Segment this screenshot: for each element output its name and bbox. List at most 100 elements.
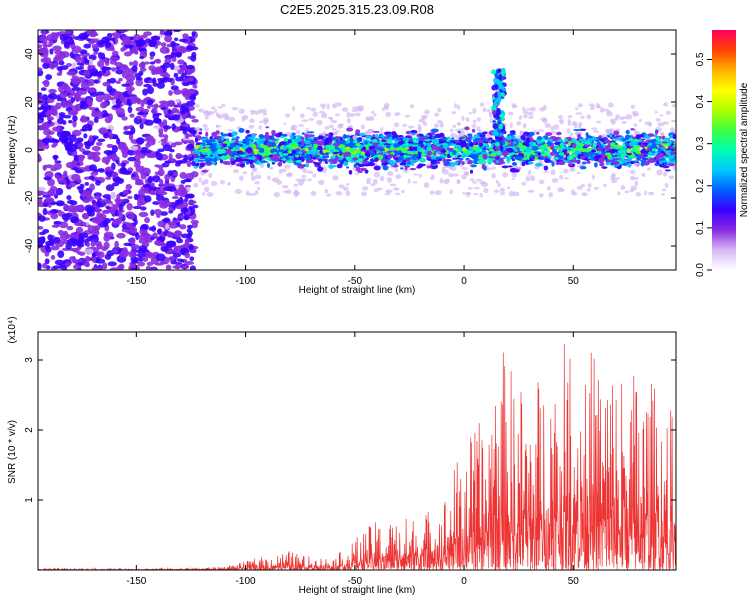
- heatmap-cell: [42, 262, 48, 269]
- y-tick-label: 40: [24, 48, 35, 60]
- heatmap-cell: [464, 149, 471, 155]
- heatmap-cell: [581, 192, 588, 197]
- heatmap-cell: [630, 104, 636, 109]
- heatmap-cell: [166, 30, 173, 37]
- heatmap-cell: [104, 61, 110, 66]
- heatmap-cell: [70, 216, 79, 224]
- heatmap-cell: [127, 195, 133, 200]
- heatmap-cell: [534, 162, 543, 167]
- colorbar-tick-label: 0.3: [695, 136, 706, 150]
- heatmap-cell: [129, 237, 136, 245]
- heatmap-cell: [262, 112, 268, 116]
- heatmap-cell: [345, 166, 350, 169]
- heatmap-cell: [116, 232, 126, 239]
- heatmap-cell: [467, 159, 473, 164]
- heatmap-cell: [150, 191, 157, 196]
- heatmap-cell: [58, 60, 65, 66]
- heatmap-cell: [115, 66, 121, 70]
- snr-y-ticks: 123: [24, 357, 676, 503]
- heatmap-cell: [148, 39, 157, 47]
- heatmap-cell: [63, 170, 68, 177]
- heatmap-cell: [325, 137, 333, 143]
- heatmap-cell: [168, 256, 176, 262]
- y-tick-label: 1: [24, 497, 35, 503]
- heatmap-cell: [576, 164, 582, 168]
- heatmap-cell: [634, 162, 640, 167]
- heatmap-cell: [493, 159, 497, 164]
- heatmap-cell: [58, 229, 64, 236]
- heatmap-cell: [566, 157, 574, 160]
- heatmap-cell: [122, 189, 129, 196]
- heatmap-cell: [558, 114, 563, 120]
- heatmap-cell: [426, 165, 433, 168]
- heatmap-cell: [319, 103, 327, 108]
- heatmap-cell: [204, 115, 209, 120]
- heatmap-cell: [294, 135, 302, 138]
- y-tick-label: -20: [24, 190, 35, 205]
- heatmap-cell: [511, 162, 518, 166]
- heatmap-cell: [254, 174, 262, 180]
- heatmap-cell: [76, 250, 82, 255]
- heatmap-cell: [567, 156, 571, 159]
- heatmap-cell: [300, 177, 306, 182]
- heatmap-cell: [311, 150, 319, 154]
- heatmap-cell: [507, 111, 514, 116]
- heatmap-cell: [324, 126, 330, 130]
- heatmap-cell: [162, 144, 173, 152]
- heatmap-cell: [604, 152, 612, 156]
- heatmap-cell: [434, 133, 442, 139]
- heatmap-cell: [646, 147, 651, 151]
- heatmap-cell: [467, 187, 473, 190]
- heatmap-cell: [194, 103, 200, 108]
- heatmap-cell: [499, 191, 506, 196]
- heatmap-cell: [171, 195, 179, 200]
- heatmap-cell: [557, 138, 564, 143]
- heatmap-cell: [393, 157, 400, 160]
- heatmap-cell: [96, 251, 105, 259]
- heatmap-cell: [89, 58, 94, 66]
- heatmap-cell: [466, 133, 473, 136]
- heatmap-cell: [103, 241, 110, 250]
- heatmap-cell: [264, 135, 270, 140]
- heatmap-cell: [305, 160, 312, 163]
- heatmap-cell: [403, 154, 407, 159]
- heatmap-cell: [166, 43, 172, 48]
- heatmap-cell: [45, 74, 53, 80]
- heatmap-cell: [381, 107, 385, 112]
- heatmap-cell: [511, 177, 515, 180]
- heatmap-cell: [159, 121, 165, 128]
- heatmap-cell: [159, 30, 165, 36]
- heatmap-cell: [152, 117, 162, 124]
- heatmap-cell: [44, 258, 50, 265]
- heatmap-cell: [359, 167, 368, 172]
- heatmap-cell: [135, 77, 143, 81]
- heatmap-cell: [609, 131, 613, 138]
- heatmap-cell: [88, 134, 94, 143]
- heatmap-cell: [95, 258, 106, 264]
- heatmap-cell: [345, 183, 350, 186]
- heatmap-cell: [603, 183, 607, 188]
- heatmap-cell: [186, 143, 195, 150]
- heatmap-cell: [506, 186, 511, 190]
- x-tick-label: 50: [568, 276, 580, 287]
- heatmap-cell: [529, 175, 536, 182]
- heatmap-cell: [136, 253, 146, 258]
- heatmap-cell: [399, 155, 405, 161]
- heatmap-cell: [46, 116, 55, 121]
- heatmap-cell: [66, 71, 77, 76]
- heatmap-cell: [132, 60, 139, 67]
- heatmap-cell: [633, 123, 638, 127]
- heatmap-cell: [579, 148, 587, 152]
- heatmap-cell: [277, 161, 283, 167]
- heatmap-cell: [314, 140, 320, 145]
- heatmap-cell: [71, 62, 77, 70]
- heatmap-cell: [506, 157, 511, 162]
- heatmap-cell: [539, 107, 546, 112]
- heatmap-cell: [40, 87, 47, 91]
- heatmap-cell: [184, 196, 189, 203]
- heatmap-cell: [509, 130, 516, 134]
- heatmap-cell: [116, 193, 121, 202]
- heatmap-cell: [74, 105, 79, 111]
- heatmap-cell: [136, 39, 147, 46]
- heatmap-cell: [258, 147, 265, 153]
